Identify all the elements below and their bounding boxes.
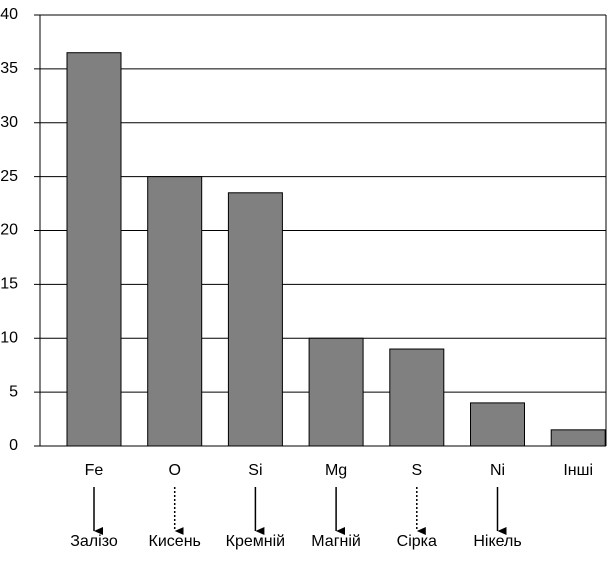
y-tick-label: 30 — [0, 114, 18, 131]
y-tick-label: 35 — [0, 60, 18, 77]
bar — [147, 176, 203, 447]
x-tick-label: S — [411, 462, 422, 479]
y-tick-label: 10 — [0, 329, 18, 346]
y-tick-label: 25 — [0, 168, 18, 185]
y-tick-label: 20 — [0, 222, 18, 239]
element-name: Кремній — [226, 533, 285, 550]
x-tick-label: Ni — [490, 462, 505, 479]
bar — [550, 429, 606, 447]
x-tick-label: Si — [248, 462, 262, 479]
bar — [470, 402, 525, 447]
element-name: Магній — [311, 533, 361, 550]
bar — [308, 337, 364, 447]
bar — [66, 52, 122, 447]
x-tick-label: Інші — [563, 462, 593, 479]
x-tick-label: O — [168, 462, 180, 479]
y-tick-label: 40 — [0, 6, 18, 23]
y-tick-label: 15 — [0, 276, 18, 293]
x-tick-label: Mg — [325, 462, 347, 479]
element-name: Сірка — [397, 533, 437, 550]
y-tick-label: 0 — [9, 437, 18, 454]
element-name: Кисень — [149, 533, 201, 550]
bar — [227, 192, 283, 447]
x-tick-label: Fe — [85, 462, 104, 479]
element-name: Залізо — [70, 533, 118, 550]
element-name: Нікель — [473, 533, 521, 550]
y-tick-label: 5 — [9, 383, 18, 400]
bar — [389, 348, 445, 447]
